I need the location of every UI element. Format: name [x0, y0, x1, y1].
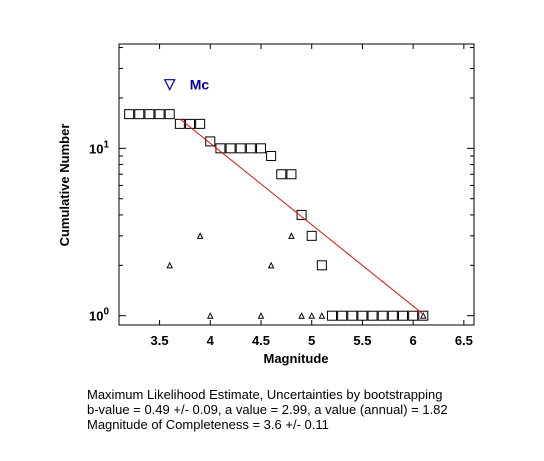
x-tick-label: 6.5 [455, 333, 473, 348]
cumulative-point [347, 310, 358, 321]
noncumulative-point [166, 261, 174, 269]
cumulative-point [408, 310, 419, 321]
cumulative-point [357, 310, 368, 321]
axis-ticks [119, 44, 474, 325]
cumulative-point [377, 310, 388, 321]
cumulative-point [418, 310, 429, 321]
cumulative-point [195, 118, 206, 129]
y-tick-label-1: 101 [89, 139, 109, 156]
cumulative-point [144, 109, 155, 120]
noncumulative-point [257, 312, 265, 319]
cumulative-point [276, 169, 287, 180]
noncumulative-point [308, 312, 316, 319]
cumulative-point [316, 260, 327, 271]
x-tick-label: 5.5 [353, 333, 371, 348]
cumulative-point [256, 143, 266, 154]
x-tick-label: 3.5 [151, 333, 169, 348]
noncumulative-point [288, 232, 295, 239]
noncumulative-point [206, 312, 214, 319]
x-tick-label: 6 [410, 333, 417, 348]
noncumulative-point [318, 312, 326, 319]
noncumulative-point [267, 261, 275, 269]
caption-completeness: Magnitude of Completeness = 3.6 +/- 0.11 [87, 417, 329, 432]
cumulative-point [266, 150, 277, 161]
noncumulative-point [419, 312, 427, 319]
y-tick-base: 10 [89, 141, 103, 156]
plot-frame [118, 43, 475, 326]
cumulative-point [134, 109, 145, 120]
cumulative-point [296, 209, 307, 220]
cumulative-point [398, 310, 408, 321]
cumulative-point [327, 310, 337, 321]
cumulative-point [306, 230, 317, 241]
noncumulative-point [298, 312, 305, 319]
cumulative-point [235, 143, 246, 154]
cumulative-point [164, 109, 175, 120]
y-tick-base: 10 [89, 309, 103, 324]
cumulative-point [286, 169, 297, 180]
caption-method: Maximum Likelihood Estimate, Uncertainti… [87, 387, 443, 402]
mc-label: Mc [190, 77, 210, 93]
noncumulative-point [196, 232, 204, 239]
cumulative-point [225, 143, 236, 154]
cumulative-point [245, 143, 256, 154]
x-axis-title: Magnitude [264, 351, 329, 366]
caption-b-value: b-value = 0.49 +/- 0.09, a value = 2.99,… [87, 402, 448, 417]
mc-marker [163, 79, 176, 92]
y-axis-title: Cumulative Number [57, 124, 72, 247]
cumulative-point [387, 310, 398, 321]
x-tick-label: 4 [207, 333, 215, 348]
y-tick-exponent: 0 [103, 307, 109, 318]
y-tick-label-0: 100 [89, 307, 109, 324]
cumulative-point [154, 109, 165, 120]
result-caption: Maximum Likelihood Estimate, Uncertainti… [87, 387, 448, 432]
cumulative-point [337, 310, 348, 321]
cumulative-point [205, 136, 216, 147]
cumulative-point [367, 310, 378, 321]
y-tick-exponent: 1 [103, 139, 109, 150]
cumulative-point [124, 109, 135, 120]
fit-line [179, 118, 424, 315]
x-tick-label: 4.5 [252, 333, 270, 348]
chart-marks: Mc [124, 77, 429, 321]
x-tick-label: 5 [308, 333, 315, 348]
